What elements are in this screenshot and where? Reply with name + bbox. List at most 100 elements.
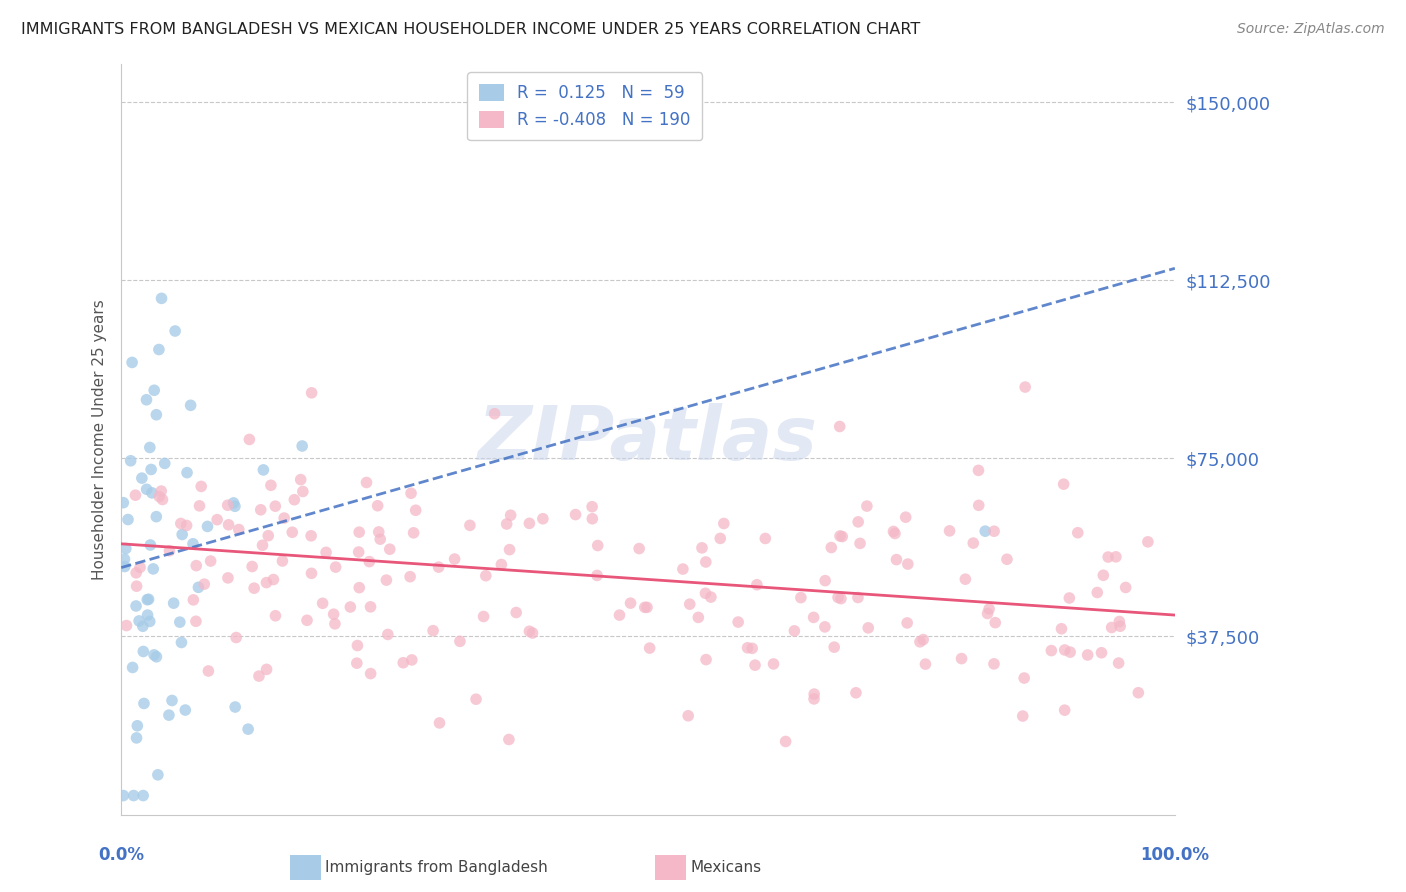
- Point: [475, 568, 498, 582]
- Point: [1108, 615, 1130, 629]
- Point: [169, 615, 191, 629]
- Point: [125, 731, 148, 745]
- Point: [139, 538, 162, 552]
- Point: [145, 649, 167, 664]
- Point: [741, 641, 763, 656]
- Point: [243, 581, 266, 595]
- Point: [217, 498, 239, 512]
- Point: [125, 566, 148, 580]
- Point: [392, 656, 415, 670]
- Point: [183, 593, 205, 607]
- Point: [112, 496, 135, 510]
- Point: [160, 693, 183, 707]
- Point: [995, 552, 1018, 566]
- Point: [690, 541, 713, 555]
- Point: [264, 608, 287, 623]
- Point: [820, 541, 842, 555]
- Point: [256, 575, 278, 590]
- Point: [790, 591, 813, 605]
- Point: [581, 512, 603, 526]
- Point: [132, 697, 155, 711]
- Point: [676, 708, 699, 723]
- Point: [896, 615, 918, 630]
- Point: [138, 592, 160, 607]
- Point: [846, 515, 869, 529]
- Point: [422, 624, 444, 638]
- Point: [163, 596, 186, 610]
- Point: [377, 627, 399, 641]
- Point: [150, 291, 173, 305]
- Point: [356, 475, 378, 490]
- Text: ZIPatlas: ZIPatlas: [478, 403, 818, 475]
- Point: [1097, 549, 1119, 564]
- Point: [505, 606, 527, 620]
- Point: [897, 557, 920, 571]
- Point: [695, 586, 717, 600]
- Point: [325, 560, 347, 574]
- Point: [129, 560, 152, 574]
- Point: [1109, 619, 1132, 633]
- Point: [695, 555, 717, 569]
- Point: [1053, 477, 1076, 491]
- Point: [121, 660, 143, 674]
- Point: [145, 408, 167, 422]
- Point: [828, 419, 851, 434]
- Point: [709, 532, 731, 546]
- Point: [249, 503, 271, 517]
- Point: [145, 509, 167, 524]
- Point: [142, 562, 165, 576]
- Point: [499, 508, 522, 523]
- Point: [967, 499, 990, 513]
- Point: [1012, 671, 1035, 685]
- Point: [401, 653, 423, 667]
- Point: [1050, 622, 1073, 636]
- Point: [581, 500, 603, 514]
- Point: [1053, 643, 1076, 657]
- Point: [349, 581, 371, 595]
- Point: [247, 669, 270, 683]
- Point: [399, 486, 422, 500]
- Point: [1059, 591, 1081, 605]
- Point: [159, 543, 181, 558]
- Point: [495, 516, 517, 531]
- Point: [217, 571, 239, 585]
- Point: [754, 532, 776, 546]
- Point: [252, 538, 274, 552]
- Point: [190, 479, 212, 493]
- Point: [120, 454, 142, 468]
- Point: [638, 641, 661, 656]
- Point: [886, 552, 908, 566]
- Point: [856, 499, 879, 513]
- Point: [339, 599, 361, 614]
- Point: [132, 789, 155, 803]
- Point: [262, 573, 284, 587]
- Point: [124, 488, 146, 502]
- Point: [498, 542, 520, 557]
- Point: [187, 580, 209, 594]
- Point: [367, 524, 389, 539]
- Point: [368, 532, 391, 546]
- Point: [200, 554, 222, 568]
- Point: [153, 456, 176, 470]
- Point: [375, 573, 398, 587]
- Point: [979, 602, 1001, 616]
- Point: [135, 483, 157, 497]
- Point: [174, 703, 197, 717]
- Point: [399, 569, 422, 583]
- Point: [131, 471, 153, 485]
- Point: [240, 559, 263, 574]
- Point: [188, 499, 211, 513]
- Point: [700, 590, 723, 604]
- Point: [519, 624, 541, 639]
- Point: [114, 559, 136, 574]
- Point: [846, 591, 869, 605]
- Text: 0.0%: 0.0%: [98, 846, 145, 863]
- Point: [141, 486, 163, 500]
- Point: [359, 555, 381, 569]
- Point: [148, 490, 170, 504]
- Point: [125, 579, 148, 593]
- Point: [367, 499, 389, 513]
- Point: [672, 562, 695, 576]
- Text: Immigrants from Bangladesh: Immigrants from Bangladesh: [325, 861, 548, 875]
- Point: [775, 734, 797, 748]
